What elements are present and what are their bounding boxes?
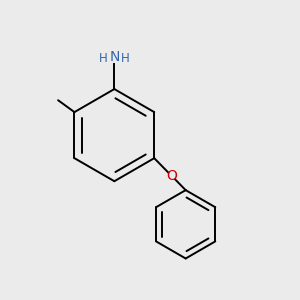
Text: O: O	[166, 169, 177, 183]
Text: H: H	[121, 52, 130, 65]
Text: H: H	[99, 52, 107, 65]
Text: N: N	[109, 50, 119, 64]
